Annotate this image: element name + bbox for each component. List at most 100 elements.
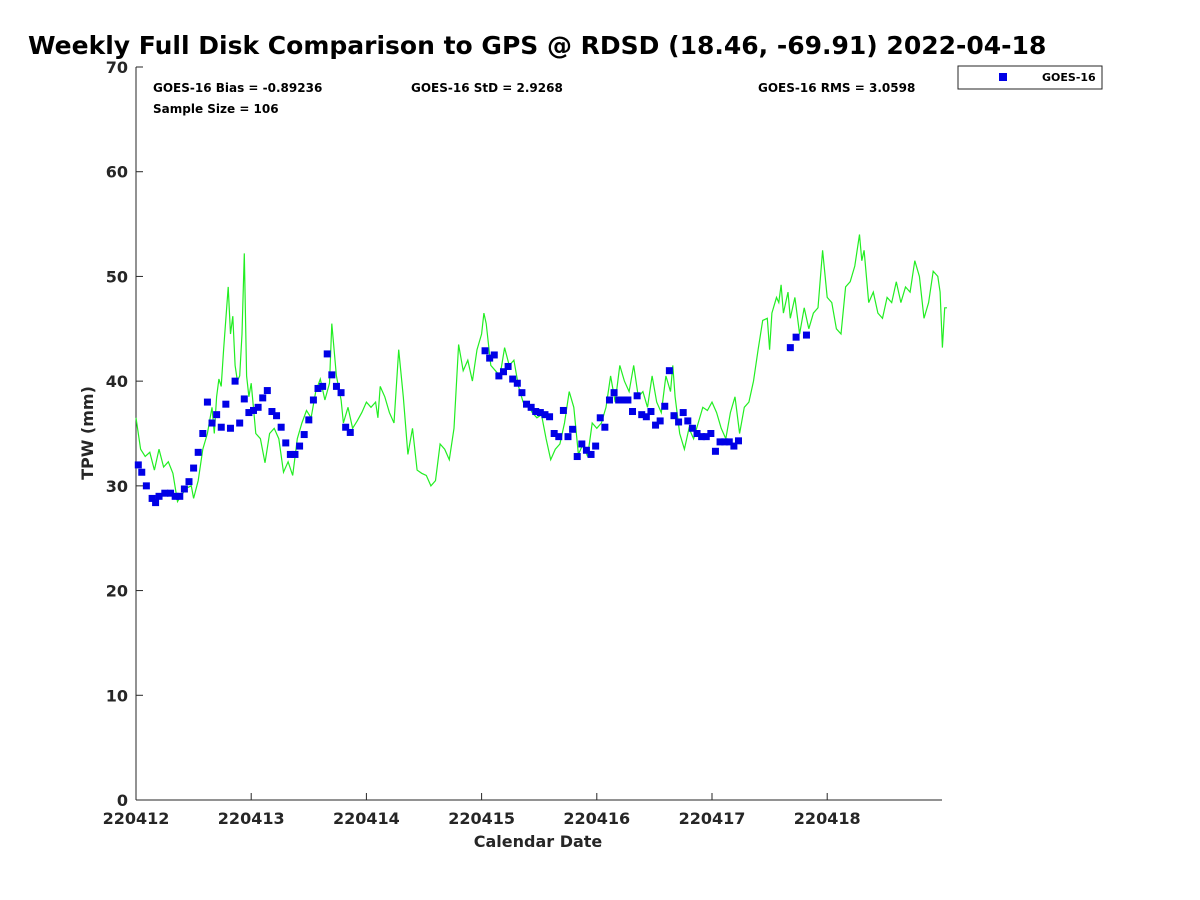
goes16-marker	[167, 489, 175, 497]
goes16-marker	[792, 333, 800, 341]
goes16-marker	[138, 468, 146, 476]
x-tick-label: 220412	[103, 809, 170, 828]
goes16-marker	[509, 375, 517, 383]
goes16-marker	[259, 394, 267, 402]
goes16-marker	[180, 485, 188, 493]
goes16-marker	[332, 382, 340, 390]
goes16-marker	[601, 423, 609, 431]
goes16-marker	[286, 450, 294, 458]
legend-marker-goes16	[999, 73, 1007, 81]
bias-annotation: GOES-16 Bias = -0.89236	[153, 81, 322, 95]
y-tick-label: 0	[117, 791, 128, 810]
goes16-marker	[665, 367, 673, 375]
goes16-marker	[155, 492, 163, 500]
goes16-marker	[698, 433, 706, 441]
y-tick-label: 50	[106, 267, 128, 286]
sample-size-annotation: Sample Size = 106	[153, 102, 279, 116]
goes16-marker	[328, 371, 336, 379]
goes16-marker	[245, 409, 253, 417]
goes16-marker	[319, 382, 327, 390]
goes16-marker	[656, 417, 664, 425]
goes16-marker	[250, 406, 258, 414]
y-tick-label: 40	[106, 372, 128, 391]
goes16-marker	[619, 396, 627, 404]
goes16-marker	[610, 389, 618, 397]
y-tick-label: 20	[106, 582, 128, 601]
goes16-marker	[282, 439, 290, 447]
goes16-marker	[296, 442, 304, 450]
goes16-marker	[268, 408, 276, 416]
rms-annotation: GOES-16 RMS = 3.0598	[758, 81, 915, 95]
goes16-marker	[569, 425, 577, 433]
goes16-marker	[231, 377, 239, 385]
goes16-marker	[587, 450, 595, 458]
goes16-marker	[670, 412, 678, 420]
goes16-marker	[305, 416, 313, 424]
goes16-marker	[152, 499, 160, 507]
goes16-marker	[314, 384, 322, 392]
goes16-marker	[194, 448, 202, 456]
goes16-marker	[578, 440, 586, 448]
goes16-marker	[596, 414, 604, 422]
gps-line	[135, 234, 947, 504]
goes16-marker	[499, 368, 507, 376]
goes16-marker	[203, 398, 211, 406]
goes16-marker	[148, 494, 156, 502]
legend-box	[957, 65, 1103, 90]
goes16-marker	[564, 433, 572, 441]
goes16-marker	[573, 453, 581, 461]
goes16-marker	[802, 331, 810, 339]
goes16-marker	[518, 389, 526, 397]
goes16-marker	[208, 419, 216, 427]
goes16-marker	[481, 347, 489, 355]
goes16-marker	[490, 351, 498, 359]
goes16-marker	[142, 482, 150, 490]
y-axis-ticks: 0 10 20 30 40 50 60 70	[106, 58, 143, 810]
goes16-marker	[550, 430, 558, 437]
goes16-marker	[495, 372, 503, 380]
goes16-marker	[291, 450, 299, 458]
goes16-marker	[199, 430, 207, 437]
goes16-marker	[486, 354, 494, 362]
y-axis-label: TPW (mm)	[78, 386, 97, 480]
goes16-marker	[161, 489, 169, 497]
x-tick-label: 220418	[794, 809, 861, 828]
legend-label-goes16: GOES-16	[1042, 71, 1096, 84]
y-tick-label: 70	[106, 58, 128, 77]
goes16-marker	[711, 447, 719, 455]
goes16-marker	[190, 464, 198, 472]
goes16-marker	[642, 413, 650, 421]
goes16-marker	[559, 406, 567, 414]
goes16-marker	[323, 350, 331, 358]
goes16-marker	[346, 428, 354, 436]
goes16-marker	[679, 409, 687, 417]
goes16-marker	[300, 431, 308, 439]
goes16-marker	[555, 433, 563, 441]
goes16-marker	[661, 402, 669, 410]
chart-title: Weekly Full Disk Comparison to GPS @ RDS…	[28, 31, 1046, 60]
goes16-marker	[675, 418, 683, 426]
goes16-marker	[222, 400, 230, 408]
x-tick-label: 220417	[679, 809, 746, 828]
goes16-marker	[523, 400, 531, 408]
goes16-marker	[707, 430, 715, 437]
goes16-marker	[605, 396, 613, 404]
goes16-marker	[309, 396, 317, 404]
goes16-marker	[688, 424, 696, 432]
goes16-marker	[342, 423, 350, 431]
goes16-marker	[647, 408, 655, 416]
goes16-marker	[337, 389, 345, 397]
x-tick-label: 220414	[333, 809, 400, 828]
goes16-marker	[513, 379, 521, 387]
goes16-marker	[226, 424, 234, 432]
x-axis-label: Calendar Date	[474, 832, 603, 851]
y-tick-label: 10	[106, 686, 128, 705]
goes16-marker	[633, 392, 641, 400]
x-tick-label: 220413	[218, 809, 285, 828]
goes16-marker	[277, 423, 285, 431]
goes16-marker	[240, 395, 248, 403]
goes16-marker	[725, 438, 733, 446]
goes16-marker	[185, 478, 193, 486]
x-tick-label: 220416	[563, 809, 630, 828]
